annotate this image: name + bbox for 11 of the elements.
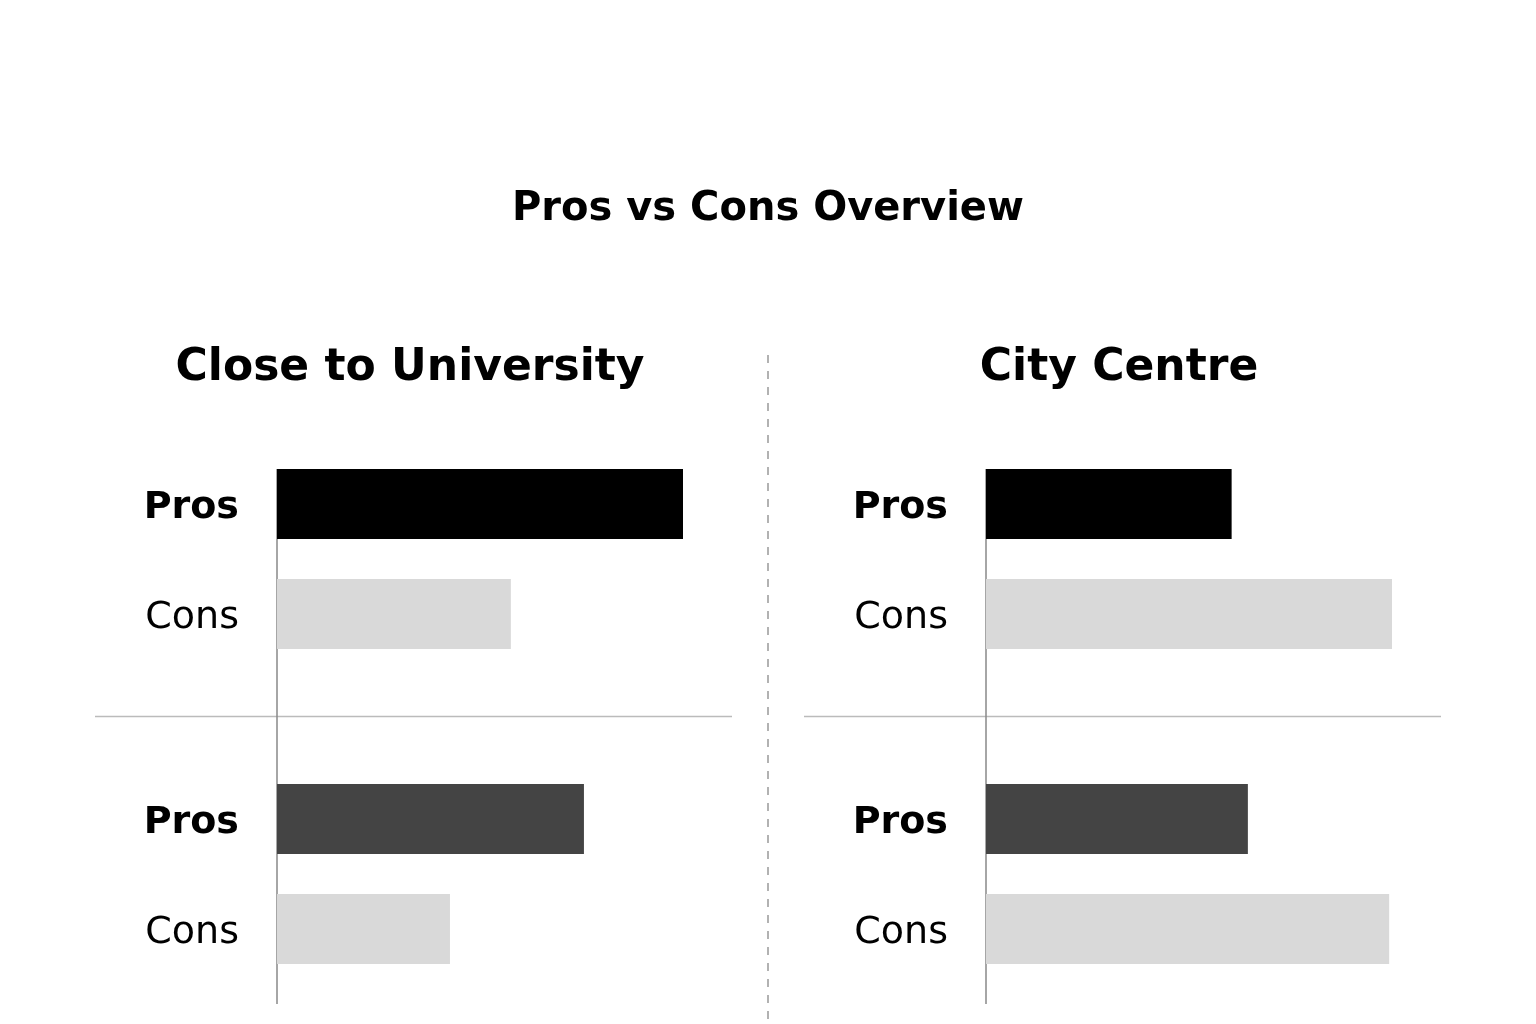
chart-title: City Centre [979, 339, 1259, 390]
text: Pros vs Cons Overview [512, 183, 1024, 229]
y-tick-label: Cons [854, 908, 948, 952]
y-tick-label: Pros [852, 483, 948, 527]
y-tick-label: Cons [145, 593, 239, 637]
y-tick-label: Cons [145, 908, 239, 952]
y-tick-label: Cons [854, 593, 948, 637]
y-tick-label: Pros [143, 798, 239, 842]
y-tick-label: Pros [143, 483, 239, 527]
y-tick-label: Pros [852, 798, 948, 842]
chart-title: Close to University [175, 339, 645, 390]
